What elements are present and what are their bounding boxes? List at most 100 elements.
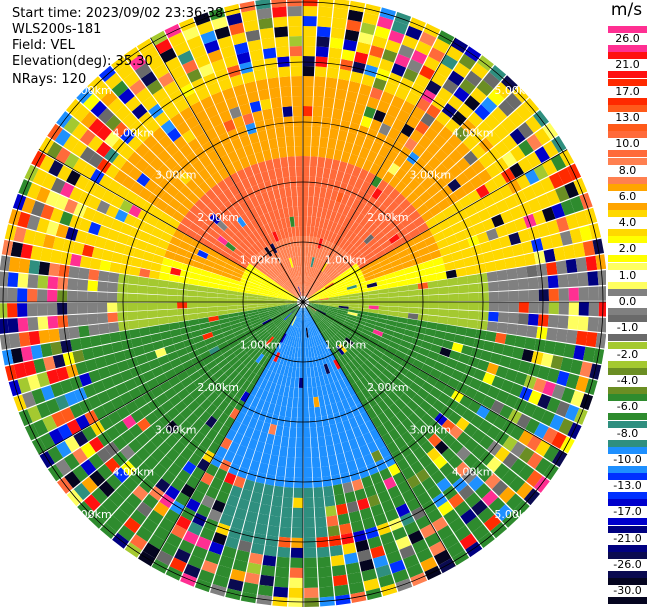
velocity-gate: [200, 327, 212, 335]
velocity-gate: [183, 338, 195, 348]
velocity-gate: [244, 81, 258, 94]
velocity-gate: [194, 578, 212, 593]
velocity-gate: [205, 485, 220, 500]
velocity-gate: [300, 338, 303, 348]
velocity-gate: [280, 86, 292, 98]
velocity-gate: [355, 189, 366, 202]
velocity-gate: [442, 365, 455, 377]
velocity-gate: [314, 247, 321, 259]
velocity-gate: [82, 206, 97, 221]
velocity-gate: [416, 491, 432, 506]
velocity-gate: [292, 517, 303, 528]
velocity-gate: [260, 389, 269, 401]
velocity-gate: [457, 318, 469, 328]
velocity-gate: [268, 289, 279, 294]
velocity-gate: [292, 96, 303, 107]
velocity-gate: [387, 72, 403, 86]
velocity-gate: [236, 51, 251, 65]
velocity-gate: [37, 289, 48, 302]
velocity-gate: [197, 211, 209, 223]
velocity-gate: [278, 146, 288, 158]
velocity-gate: [309, 417, 317, 428]
velocity-gate: [370, 332, 382, 341]
velocity-gate: [93, 82, 111, 100]
velocity-gate: [64, 198, 78, 214]
velocity-gate: [367, 223, 378, 234]
velocity-gate: [201, 141, 215, 155]
velocity-gate: [256, 399, 265, 411]
velocity-gate: [329, 382, 338, 394]
velocity-gate: [245, 29, 261, 42]
velocity-gate: [308, 302, 319, 306]
velocity-gate: [392, 526, 408, 541]
velocity-gate: [448, 149, 463, 164]
velocity-gate: [365, 419, 376, 432]
velocity-gate: [194, 255, 206, 264]
velocity-gate: [327, 308, 338, 313]
velocity-gate: [342, 481, 354, 494]
velocity-gate: [409, 17, 426, 32]
velocity-gate: [515, 103, 533, 122]
velocity-gate: [265, 535, 279, 547]
velocity-gate: [166, 184, 180, 198]
velocity-gate: [219, 250, 231, 259]
velocity-gate: [264, 412, 273, 424]
velocity-gate: [316, 166, 324, 178]
velocity-gate: [65, 227, 79, 241]
velocity-gate: [465, 265, 477, 276]
velocity-gate: [306, 306, 314, 315]
velocity-gate: [171, 164, 185, 178]
velocity-gate: [202, 332, 214, 340]
velocity-gate: [308, 397, 315, 408]
velocity-gate: [247, 39, 262, 52]
velocity-gate: [291, 336, 296, 347]
velocity-gate: [432, 399, 446, 413]
velocity-gate: [147, 302, 158, 311]
velocity-gate: [312, 386, 318, 398]
range-ring-label: 3.00km: [409, 423, 451, 436]
velocity-gate: [240, 457, 252, 470]
velocity-gate: [287, 299, 298, 302]
velocity-gate: [27, 317, 39, 331]
velocity-gate: [304, 597, 319, 607]
velocity-gate: [293, 126, 303, 137]
velocity-gate: [267, 307, 278, 312]
velocity-gate: [441, 103, 457, 118]
velocity-gate: [119, 264, 131, 275]
velocity-gate: [364, 251, 375, 261]
velocity-gate: [344, 491, 357, 504]
velocity-gate: [388, 30, 405, 44]
velocity-gate: [285, 237, 292, 248]
colorbar-label: -21.0: [608, 532, 647, 545]
velocity-gate: [167, 309, 178, 317]
velocity-gate: [325, 209, 333, 221]
velocity-gate: [298, 337, 302, 348]
velocity-gate: [276, 363, 283, 375]
velocity-gate: [335, 170, 345, 182]
velocity-gate: [346, 19, 362, 32]
velocity-gate: [358, 423, 370, 436]
velocity-gate: [223, 188, 234, 201]
velocity-gate: [494, 332, 507, 344]
velocity-gate: [311, 314, 319, 324]
velocity-gate: [277, 299, 288, 302]
velocity-gate: [192, 512, 207, 527]
velocity-gate: [224, 392, 235, 404]
velocity-gate: [568, 302, 579, 316]
velocity-gate: [290, 56, 302, 67]
velocity-gate: [573, 242, 586, 258]
velocity-gate: [406, 349, 419, 359]
velocity-gate: [452, 550, 470, 566]
velocity-gate: [274, 475, 285, 487]
velocity-gate: [286, 314, 294, 323]
velocity-gate: [333, 334, 343, 344]
velocity-gate: [328, 454, 338, 466]
velocity-gate: [456, 446, 471, 462]
velocity-gate: [339, 120, 351, 132]
velocity-gate: [524, 252, 536, 266]
velocity-gate: [329, 128, 339, 140]
velocity-gate: [280, 249, 287, 260]
velocity-gate: [464, 492, 481, 508]
velocity-gate: [209, 277, 220, 285]
velocity-gate: [454, 126, 470, 142]
